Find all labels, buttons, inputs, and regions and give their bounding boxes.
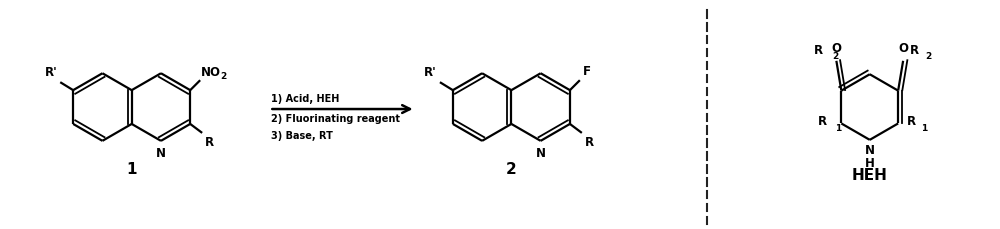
Text: 2: 2 <box>221 72 227 81</box>
Text: 1) Acid, HEH: 1) Acid, HEH <box>271 94 340 104</box>
Text: R: R <box>585 136 594 149</box>
Text: N: N <box>156 147 166 160</box>
Text: 2: 2 <box>506 162 517 177</box>
Text: R: R <box>205 136 214 149</box>
Text: O: O <box>898 42 908 55</box>
Text: HEH: HEH <box>852 168 888 183</box>
Text: R: R <box>814 44 823 57</box>
Text: O: O <box>831 42 841 55</box>
Text: NO: NO <box>201 66 221 79</box>
Text: H: H <box>865 157 875 170</box>
Text: 3) Base, RT: 3) Base, RT <box>271 131 333 141</box>
Text: R: R <box>907 115 916 128</box>
Text: 2) Fluorinating reagent: 2) Fluorinating reagent <box>271 114 400 124</box>
Text: 2: 2 <box>925 52 931 61</box>
Text: N: N <box>865 144 875 157</box>
Text: N: N <box>536 147 546 160</box>
Text: R': R' <box>424 66 437 79</box>
Text: 1: 1 <box>835 124 842 133</box>
Text: F: F <box>583 65 591 78</box>
Text: R': R' <box>45 66 57 79</box>
Text: 1: 1 <box>922 124 928 133</box>
Text: 1: 1 <box>126 162 137 177</box>
Text: 2: 2 <box>832 52 839 61</box>
Text: R: R <box>910 44 919 57</box>
Text: R: R <box>818 115 827 128</box>
